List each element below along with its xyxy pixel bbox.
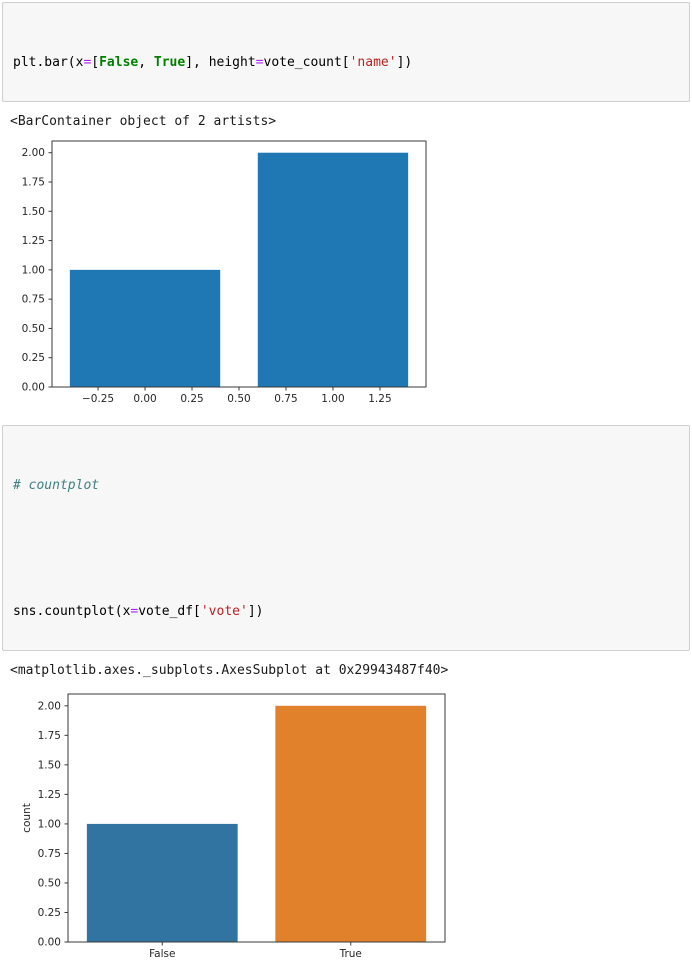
y-tick-label: 1.00 xyxy=(22,264,45,276)
code-token: sns.countplot(x xyxy=(13,604,131,619)
y-tick-label: 1.25 xyxy=(38,789,61,801)
y-tick-label: 1.00 xyxy=(38,818,61,830)
code-token: 'vote' xyxy=(200,604,248,619)
y-tick-label: 0.50 xyxy=(22,323,45,335)
code-line: sns.countplot(x=vote_df['vote']) xyxy=(13,601,679,622)
y-tick-label: 0.00 xyxy=(22,382,45,394)
code-line: plt.bar(x=[False, True], height=vote_cou… xyxy=(13,52,679,73)
x-tick-label: 1.25 xyxy=(368,393,391,405)
code-token: False xyxy=(99,55,139,70)
bar-chart-countplot: False True 0.00 0.25 0.50 0.75 1.00 1.25 1.50 1.7… xyxy=(18,688,460,962)
x-tick-label: False xyxy=(149,948,175,960)
code-token: vote_df[ xyxy=(138,604,201,619)
code-token: ], height xyxy=(185,55,256,70)
x-tick-label: −0.25 xyxy=(82,393,114,405)
code-token: = xyxy=(130,604,139,619)
x-tick-label: 0.00 xyxy=(133,393,156,405)
x-tick-label: 1.00 xyxy=(321,393,344,405)
y-tick-label: 0.50 xyxy=(38,877,61,889)
y-tick-label: 2.00 xyxy=(22,147,45,159)
x-tick-label: 0.75 xyxy=(274,393,297,405)
bar xyxy=(275,705,427,942)
y-tick-label: 1.50 xyxy=(38,759,61,771)
code-token: ]) xyxy=(247,604,264,619)
bar-chart-plt: −0.25 0.00 0.25 0.50 0.75 1.00 1.25 0.00 0.25 0.5… xyxy=(18,139,436,409)
y-tick-label: 2.00 xyxy=(38,700,61,712)
y-tick-label: 0.00 xyxy=(38,937,61,949)
spacer xyxy=(0,411,692,423)
bar xyxy=(86,823,238,942)
figure-plt-bar: −0.25 0.00 0.25 0.50 0.75 1.00 1.25 0.00 0.25 0.5… xyxy=(18,139,692,409)
code-token: True xyxy=(153,55,186,70)
code-token: , xyxy=(138,55,154,70)
x-tick-label: 0.50 xyxy=(227,393,250,405)
code-token: ]) xyxy=(396,55,413,70)
bar xyxy=(257,152,409,387)
code-comment: # countplot xyxy=(13,478,100,493)
output-text-axessubplot: <matplotlib.axes._subplots.AxesSubplot a… xyxy=(10,663,449,678)
y-tick-label: 1.25 xyxy=(22,235,45,247)
y-tick-label: 0.75 xyxy=(38,848,61,860)
code-token: plt.bar(x xyxy=(13,55,84,70)
x-tick-label: 0.25 xyxy=(180,393,203,405)
figure-countplot: False True 0.00 0.25 0.50 0.75 1.00 1.25 1.50 1.7… xyxy=(18,688,692,962)
code-token: = xyxy=(83,55,92,70)
code-token: = xyxy=(255,55,264,70)
y-tick-label: 0.25 xyxy=(22,352,45,364)
y-tick-label: 0.75 xyxy=(22,294,45,306)
output-text-barcontainer: <BarContainer object of 2 artists> xyxy=(10,114,277,129)
code-cell-plt-bar[interactable]: plt.bar(x=[False, True], height=vote_cou… xyxy=(2,2,690,102)
y-tick-label: 1.75 xyxy=(22,177,45,189)
bar xyxy=(69,269,221,387)
code-token: 'name' xyxy=(349,55,397,70)
code-cell-countplot[interactable]: # countplot sns.countplot(x=vote_df['vot… xyxy=(2,425,690,651)
code-blank-line xyxy=(13,538,679,559)
y-tick-label: 1.50 xyxy=(22,206,45,218)
y-axis-label: count xyxy=(21,803,33,833)
code-token: vote_count[ xyxy=(263,55,350,70)
y-tick-label: 1.75 xyxy=(38,730,61,742)
x-tick-label: True xyxy=(339,948,362,960)
code-token: [ xyxy=(91,55,100,70)
y-tick-label: 0.25 xyxy=(38,907,61,919)
